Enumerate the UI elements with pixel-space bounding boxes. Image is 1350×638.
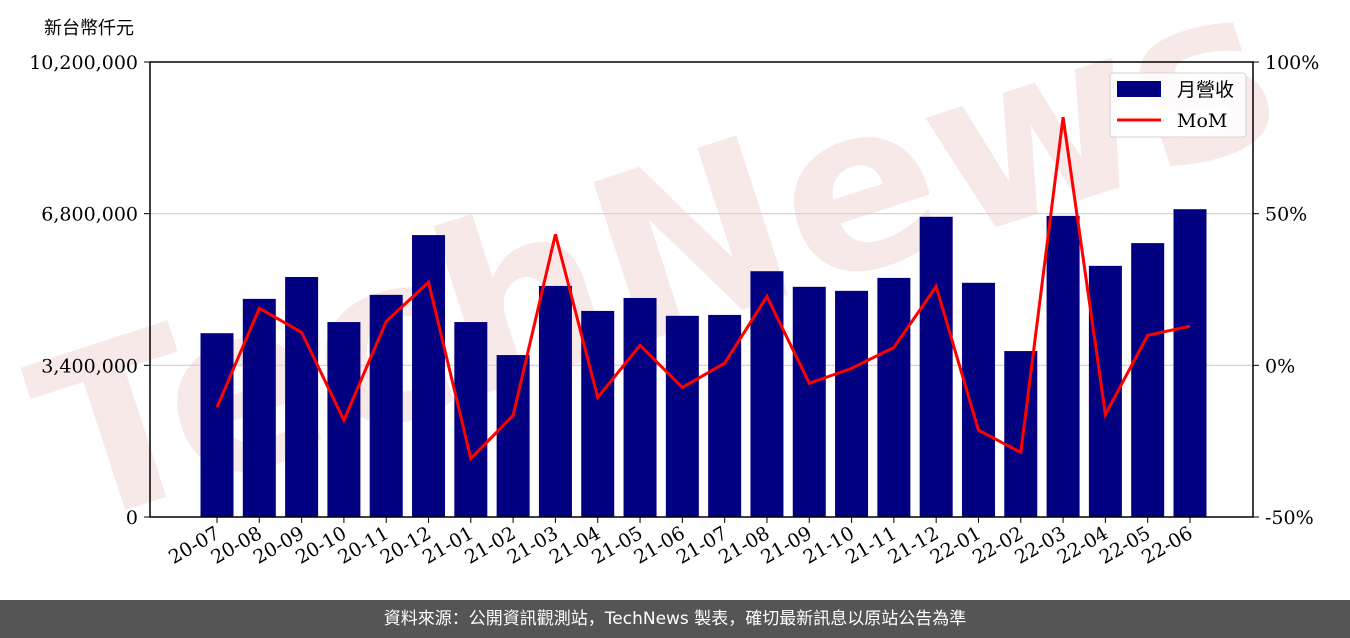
legend: 月營收 MoM — [1109, 72, 1247, 138]
revenue-bar — [454, 322, 488, 517]
revenue-bar — [919, 216, 953, 517]
revenue-bar — [623, 297, 657, 517]
left-tick-label: 3,400,000 — [41, 355, 138, 377]
legend-label: 月營收 — [1177, 79, 1234, 101]
revenue-bar — [200, 333, 234, 517]
revenue-bar — [538, 285, 572, 517]
source-footer: 資料來源：公開資訊觀測站，TechNews 製表，確切最新訊息以原站公告為準 — [0, 600, 1350, 638]
revenue-bar — [285, 277, 319, 517]
left-tick-label: 6,800,000 — [41, 204, 138, 226]
revenue-bar — [961, 282, 995, 517]
right-tick-label: -50% — [1265, 507, 1314, 529]
revenue-bar — [665, 315, 699, 517]
left-tick-label: 10,200,000 — [29, 52, 138, 74]
revenue-chart: TechNews03,400,0006,800,00010,200,000-50… — [6, 0, 1320, 580]
legend-bar-swatch — [1117, 81, 1161, 97]
revenue-bar — [750, 271, 784, 517]
revenue-bar — [1131, 243, 1165, 517]
revenue-bar — [835, 290, 869, 517]
mom-line — [215, 116, 1191, 462]
revenue-bar — [792, 286, 826, 517]
revenue-bar — [581, 310, 615, 517]
revenue-bar — [877, 277, 911, 517]
right-tick-label: 100% — [1265, 52, 1319, 74]
left-tick-label: 0 — [126, 507, 138, 529]
revenue-bar — [1173, 209, 1207, 518]
revenue-bar — [1046, 215, 1080, 517]
revenue-bar — [412, 235, 446, 517]
left-axis-unit-label: 新台幣仟元 — [44, 18, 134, 39]
revenue-bar — [369, 294, 403, 517]
revenue-bar — [1004, 351, 1038, 517]
right-tick-label: 0% — [1265, 355, 1295, 377]
plot-frame — [149, 61, 1254, 518]
right-tick-label: 50% — [1265, 204, 1307, 226]
revenue-bar — [496, 355, 530, 517]
legend-label: MoM — [1177, 110, 1227, 132]
